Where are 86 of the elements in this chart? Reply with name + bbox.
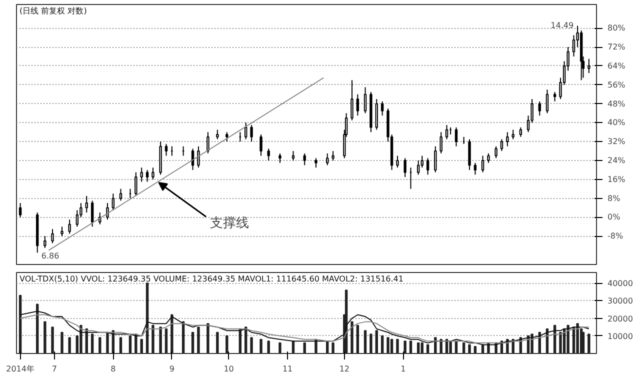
candlestick	[434, 146, 437, 173]
x-tick-label: 12	[339, 364, 350, 374]
x-tick-label: 10	[224, 364, 234, 374]
candlestick	[481, 155, 484, 173]
candlestick	[396, 155, 399, 168]
candlestick	[350, 80, 354, 121]
candlestick	[314, 158, 318, 168]
annotation: 14.49	[550, 20, 574, 30]
x-tick-label: 2014年	[6, 364, 34, 374]
candlestick	[487, 152, 490, 164]
candlestick	[260, 134, 262, 156]
y-tick-label: 40%	[608, 118, 626, 128]
candlestick	[538, 100, 541, 116]
candlestick	[267, 148, 270, 161]
candlestick	[454, 126, 458, 147]
candlestick	[546, 89, 549, 114]
y-tick-label: -8%	[608, 232, 624, 241]
candlestick	[250, 124, 253, 142]
x-tick-label: 7	[52, 364, 57, 374]
candlestick	[60, 226, 64, 237]
candlestick	[140, 167, 143, 182]
annotation: 支撑线	[210, 216, 249, 231]
y-tick-label: 64%	[608, 61, 626, 70]
y-tick-label: 40000	[608, 279, 633, 288]
candlestick	[164, 143, 168, 156]
candlestick	[303, 152, 306, 166]
candlestick	[440, 132, 442, 154]
y-tick-label: 24%	[608, 156, 626, 165]
candlestick	[519, 126, 522, 138]
y-tick-label: 16%	[608, 174, 626, 184]
candlestick	[506, 132, 509, 147]
candlestick	[553, 91, 556, 102]
y-tick-label: 0%	[608, 212, 621, 222]
x-tick-label: 11	[282, 364, 293, 374]
y-tick-label: 72%	[608, 42, 626, 52]
annotation: 6.86	[41, 252, 60, 261]
candlestick	[119, 188, 122, 202]
y-tick-label: 56%	[608, 80, 626, 90]
y-tick-label: 80%	[608, 24, 626, 33]
x-tick-label: 8	[110, 364, 116, 374]
candlestick	[226, 132, 228, 142]
candlestick	[364, 86, 367, 114]
chart-title: VOL-TDX(5,10) VVOL: 123649.35 VOLUME: 123649.35 MAVOL1: 111645.60 MAVOL2: 131516.41	[20, 274, 404, 284]
x-tick-label: 9	[169, 364, 174, 374]
candlestick	[152, 167, 154, 180]
candlestick	[244, 122, 248, 140]
y-tick-label: 10000	[608, 332, 633, 341]
candlestick	[572, 34, 576, 57]
candlestick	[494, 146, 498, 159]
candlestick	[474, 162, 477, 176]
candlestick	[206, 132, 210, 154]
candlestick	[197, 146, 200, 168]
candlestick	[278, 152, 282, 164]
candlestick	[500, 138, 504, 152]
candlestick	[426, 158, 430, 176]
candlestick	[326, 152, 329, 166]
y-tick-label: 8%	[608, 194, 621, 203]
y-tick-label: 32%	[608, 137, 626, 146]
candlestick	[68, 219, 71, 234]
y-tick-label: 48%	[608, 99, 626, 108]
candlestick	[292, 150, 295, 161]
candlestick	[332, 150, 334, 161]
candlestick	[404, 158, 406, 178]
candlestick	[588, 58, 590, 74]
candlestick	[216, 129, 219, 140]
candlestick	[85, 195, 88, 213]
chart-title: (日线 前复权 对数)	[20, 6, 87, 16]
x-tick-label: 1	[400, 364, 406, 374]
candlestick	[76, 210, 79, 228]
candlestick	[356, 94, 360, 116]
candlestick	[380, 100, 384, 116]
candlestick	[146, 169, 149, 182]
candlestick	[445, 124, 448, 140]
candlestick	[90, 200, 94, 228]
candlestick	[134, 172, 138, 196]
candlestick	[106, 202, 109, 220]
candlestick	[18, 202, 22, 218]
candlestick	[512, 129, 514, 140]
candlestick	[468, 138, 471, 170]
y-tick-label: 30000	[608, 296, 633, 306]
candlestick	[375, 98, 378, 130]
candlestick	[51, 228, 54, 244]
y-tick-label: 20000	[608, 314, 633, 324]
candlestick	[112, 193, 115, 211]
candlestick	[44, 236, 46, 248]
candlestick	[416, 160, 420, 176]
